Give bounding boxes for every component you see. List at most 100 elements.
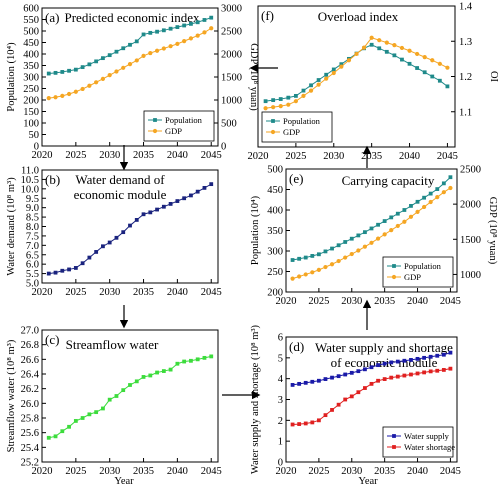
legend-box [261, 111, 333, 143]
data-point [182, 23, 187, 28]
data-point [148, 30, 153, 35]
data-point [441, 368, 446, 372]
data-point [271, 105, 276, 110]
data-point [67, 424, 71, 429]
data-point [53, 270, 58, 275]
data-point [148, 373, 153, 378]
y-tick-label: 4 [278, 374, 284, 385]
data-point [407, 61, 412, 66]
data-point [363, 367, 367, 372]
data-point [60, 93, 65, 98]
x-tick-label: 2045 [201, 466, 222, 477]
data-point [382, 219, 387, 223]
data-point [316, 252, 321, 257]
data-point [290, 422, 295, 427]
y-tick-label: 400 [267, 206, 283, 217]
panel-label: (e) [289, 171, 303, 186]
data-point [415, 371, 420, 376]
data-point [46, 271, 51, 276]
series-water-shortage [290, 366, 453, 427]
data-point [330, 408, 334, 412]
chart-title: Carrying capacity [342, 173, 435, 188]
data-point [402, 219, 407, 224]
data-point [435, 353, 440, 358]
data-point [141, 375, 146, 379]
data-point [316, 418, 321, 423]
data-point [141, 212, 146, 217]
data-point [422, 204, 427, 210]
data-point [395, 211, 400, 216]
x-tick-label: 2030 [99, 466, 120, 477]
y-tick-label: 200 [23, 96, 39, 107]
data-point [356, 390, 361, 395]
data-point [134, 39, 139, 44]
y-tick-label: 5 [278, 353, 283, 364]
y2-tick-label: 3000 [221, 4, 242, 15]
legend-entry: Population [404, 261, 442, 271]
x-tick-label: 2020 [248, 151, 269, 162]
data-point [422, 370, 427, 375]
panel-label: (b) [45, 172, 60, 187]
legend-entry: Population [165, 115, 203, 125]
data-point [60, 70, 65, 74]
data-point [297, 381, 302, 386]
data-point [402, 208, 407, 212]
data-point [308, 88, 314, 93]
data-point [389, 228, 394, 233]
data-point [46, 71, 51, 76]
data-point [389, 215, 394, 220]
data-point [369, 381, 374, 386]
data-point [363, 386, 367, 390]
data-point [316, 267, 321, 272]
y-tick-label: 26.6 [21, 355, 39, 366]
data-point [448, 185, 453, 191]
y-tick-label: 500 [23, 27, 39, 38]
data-point [415, 356, 420, 361]
data-point [161, 28, 166, 33]
data-point [316, 78, 321, 82]
data-point [382, 232, 387, 237]
data-point [356, 369, 361, 374]
data-point [101, 244, 105, 249]
legend-swatch-marker [391, 274, 397, 280]
data-point [399, 45, 405, 51]
y-tick-label: 26.0 [21, 399, 39, 410]
y-tick-label: 500 [267, 165, 283, 176]
data-point [161, 204, 166, 209]
data-point [278, 104, 283, 109]
data-point [377, 38, 382, 43]
x-tick-label: 2025 [308, 296, 329, 307]
y-tick-label: 2 [278, 416, 283, 427]
data-point [428, 369, 433, 374]
x-tick-label: 2040 [167, 287, 188, 298]
x-tick-label: 2045 [437, 151, 458, 162]
data-point [349, 370, 354, 375]
chart-panel-c: 2020 2025 2030 2035 2040 2045 25.2 25.4 25.6 25.8… [6, 326, 222, 478]
data-point [107, 53, 112, 58]
data-point [202, 30, 207, 35]
data-point [67, 267, 71, 272]
data-point [293, 99, 298, 104]
data-point [297, 256, 302, 261]
data-point [303, 380, 308, 385]
data-point [290, 276, 295, 281]
data-point [46, 435, 51, 440]
data-point [155, 207, 159, 212]
data-point [402, 358, 407, 363]
chart-title: Overload index [318, 9, 399, 24]
data-point [209, 182, 214, 187]
data-point [441, 352, 446, 357]
data-point [392, 53, 397, 58]
data-point [127, 62, 133, 67]
x-tick-label: 2020 [32, 466, 53, 477]
data-point [195, 189, 200, 194]
legend-entry: Population [283, 116, 321, 126]
data-point [80, 86, 85, 92]
chart-title: Water demand of [75, 172, 165, 187]
data-point [297, 274, 302, 279]
y-tick-label: 10.5 [21, 175, 39, 186]
x-tick-label: 2040 [167, 466, 188, 477]
data-point [101, 406, 105, 411]
y-tick-label: 200 [267, 288, 283, 299]
data-point [324, 76, 329, 81]
